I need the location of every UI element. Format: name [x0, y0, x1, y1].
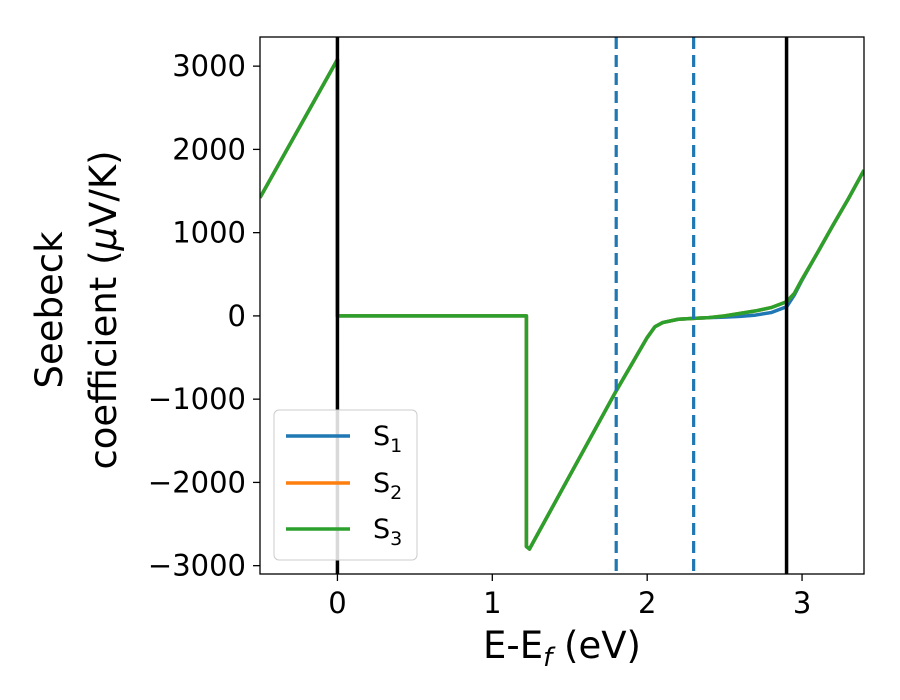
- y-axis-label-line1: Seebeck: [28, 231, 71, 389]
- x-axis-label: E-Ef (eV): [483, 624, 641, 673]
- plot-frame: [259, 36, 865, 575]
- y-axis-ticks: 3000 2000 1000 0 −1000 −2000 −3000: [148, 49, 260, 583]
- legend: S1 S2 S3: [273, 409, 418, 561]
- y-axis-label: Seebeck coefficient (μV/K): [28, 150, 125, 469]
- legend-label-s2: S2: [373, 468, 402, 504]
- y-tick-label: −1000: [148, 382, 246, 416]
- legend-label-s3: S3: [373, 514, 402, 550]
- plot-content: [260, 37, 864, 574]
- x-axis-ticks: 0 1 2 3: [328, 574, 811, 620]
- y-tick-label: 1000: [172, 216, 246, 250]
- y-tick-label: 2000: [172, 132, 246, 166]
- x-tick-label: 2: [638, 586, 656, 620]
- x-tick-label: 1: [483, 586, 501, 620]
- legend-label-s1: S1: [373, 421, 402, 457]
- y-tick-label: 0: [228, 299, 246, 333]
- y-axis-label-line2: coefficient (μV/K): [82, 150, 125, 469]
- y-tick-label: −2000: [148, 465, 246, 499]
- x-tick-label: 3: [793, 586, 811, 620]
- legend-box: [273, 409, 418, 561]
- y-tick-label: 3000: [172, 49, 246, 83]
- x-tick-label: 0: [328, 586, 346, 620]
- y-tick-label: −3000: [148, 549, 246, 583]
